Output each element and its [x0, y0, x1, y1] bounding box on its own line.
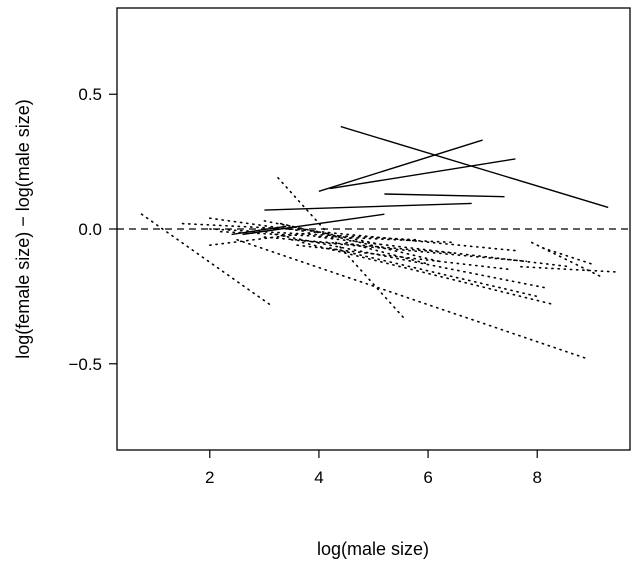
series-line-dotted-12: [209, 217, 309, 233]
series-line-dotted-13: [263, 220, 386, 246]
series-line-dotted-21: [328, 247, 539, 298]
series-line-dotted-11: [181, 222, 293, 230]
x-tick-label: 4: [314, 468, 323, 487]
series-line-dotted-19: [301, 241, 555, 306]
series-line-dotted-9: [209, 228, 419, 241]
series-layer: [140, 125, 620, 360]
y-tick-label: 0.5: [78, 85, 102, 104]
series-line-solid-2: [329, 158, 516, 190]
y-axis: −0.5 0.0 0.5: [68, 85, 117, 374]
series-line-dotted-28: [209, 230, 320, 246]
series-line-solid-5: [242, 213, 385, 236]
series-line-dotted-27: [541, 247, 593, 265]
series-line-solid-4: [264, 202, 472, 211]
series-line-solid-0: [340, 125, 609, 209]
y-axis-title: log(female size) − log(male size): [13, 99, 33, 359]
x-tick-label: 8: [532, 468, 541, 487]
series-line-dotted-16: [290, 239, 528, 263]
series-line-dotted-8: [277, 177, 408, 322]
series-line-dotted-14: [279, 222, 440, 263]
x-tick-label: 2: [205, 468, 214, 487]
y-tick-label: 0.0: [78, 220, 102, 239]
x-axis: 2 4 6 8: [205, 450, 542, 487]
series-line-dotted-7: [140, 213, 271, 306]
series-line-dotted-10: [219, 230, 457, 244]
series-line-dotted-26: [520, 265, 620, 273]
series-line-dotted-15: [290, 228, 517, 252]
series-line-dotted-23: [345, 241, 429, 265]
series-line-dotted-17: [296, 244, 511, 271]
series-line-solid-3: [384, 193, 505, 198]
y-tick-label: −0.5: [68, 355, 102, 374]
x-axis-title: log(male size): [317, 539, 429, 559]
series-line-dotted-22: [236, 239, 588, 360]
series-line-dotted-20: [318, 236, 571, 268]
series-line-solid-1: [318, 139, 483, 192]
series-line-dotted-24: [263, 236, 457, 255]
x-tick-label: 6: [423, 468, 432, 487]
